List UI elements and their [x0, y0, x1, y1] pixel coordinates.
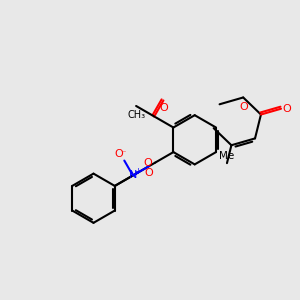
Text: ⁻: ⁻ [122, 148, 126, 157]
Text: N: N [129, 170, 137, 181]
Text: O: O [159, 103, 168, 113]
Text: O: O [283, 104, 291, 114]
Text: CH₃: CH₃ [127, 110, 145, 121]
Text: O: O [115, 149, 123, 159]
Text: Me: Me [219, 151, 235, 161]
Text: O: O [239, 102, 248, 112]
Text: +: + [134, 167, 141, 176]
Text: O: O [145, 168, 153, 178]
Text: O: O [143, 158, 152, 168]
